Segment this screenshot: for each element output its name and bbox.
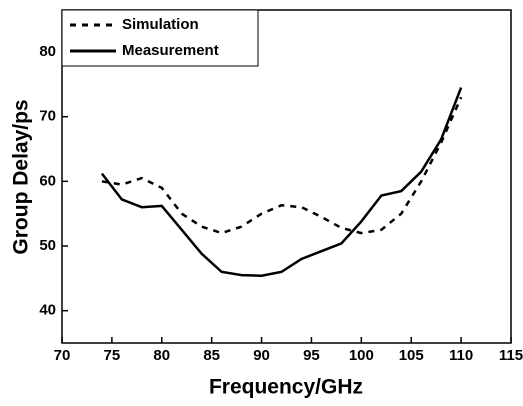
x-tick-label: 70 xyxy=(54,347,71,364)
y-tick-label: 70 xyxy=(39,108,56,125)
y-tick-label: 40 xyxy=(39,302,56,319)
y-tick-label: 60 xyxy=(39,172,56,189)
x-tick-label: 75 xyxy=(104,347,121,364)
x-tick-label: 115 xyxy=(499,347,523,364)
x-tick-label: 110 xyxy=(449,347,473,364)
x-tick-label: 105 xyxy=(399,347,424,364)
series-line xyxy=(100,87,463,278)
x-tick-label: 80 xyxy=(153,347,170,364)
x-tick-label: 95 xyxy=(303,347,320,364)
plot-frame xyxy=(61,9,512,344)
legend-label: Simulation xyxy=(122,16,199,33)
legend-label: Measurement xyxy=(122,42,219,59)
y-tick-label: 80 xyxy=(39,43,56,60)
x-tick-label: 100 xyxy=(349,347,374,364)
series-line xyxy=(101,96,463,235)
legend-box xyxy=(61,9,259,67)
x-tick-label: 85 xyxy=(203,347,220,364)
x-tick-label: 90 xyxy=(253,347,270,364)
x-axis-label: Frequency/GHz xyxy=(209,376,363,399)
y-axis-label: Group Delay/ps xyxy=(10,99,33,254)
y-tick-label: 50 xyxy=(39,237,56,254)
